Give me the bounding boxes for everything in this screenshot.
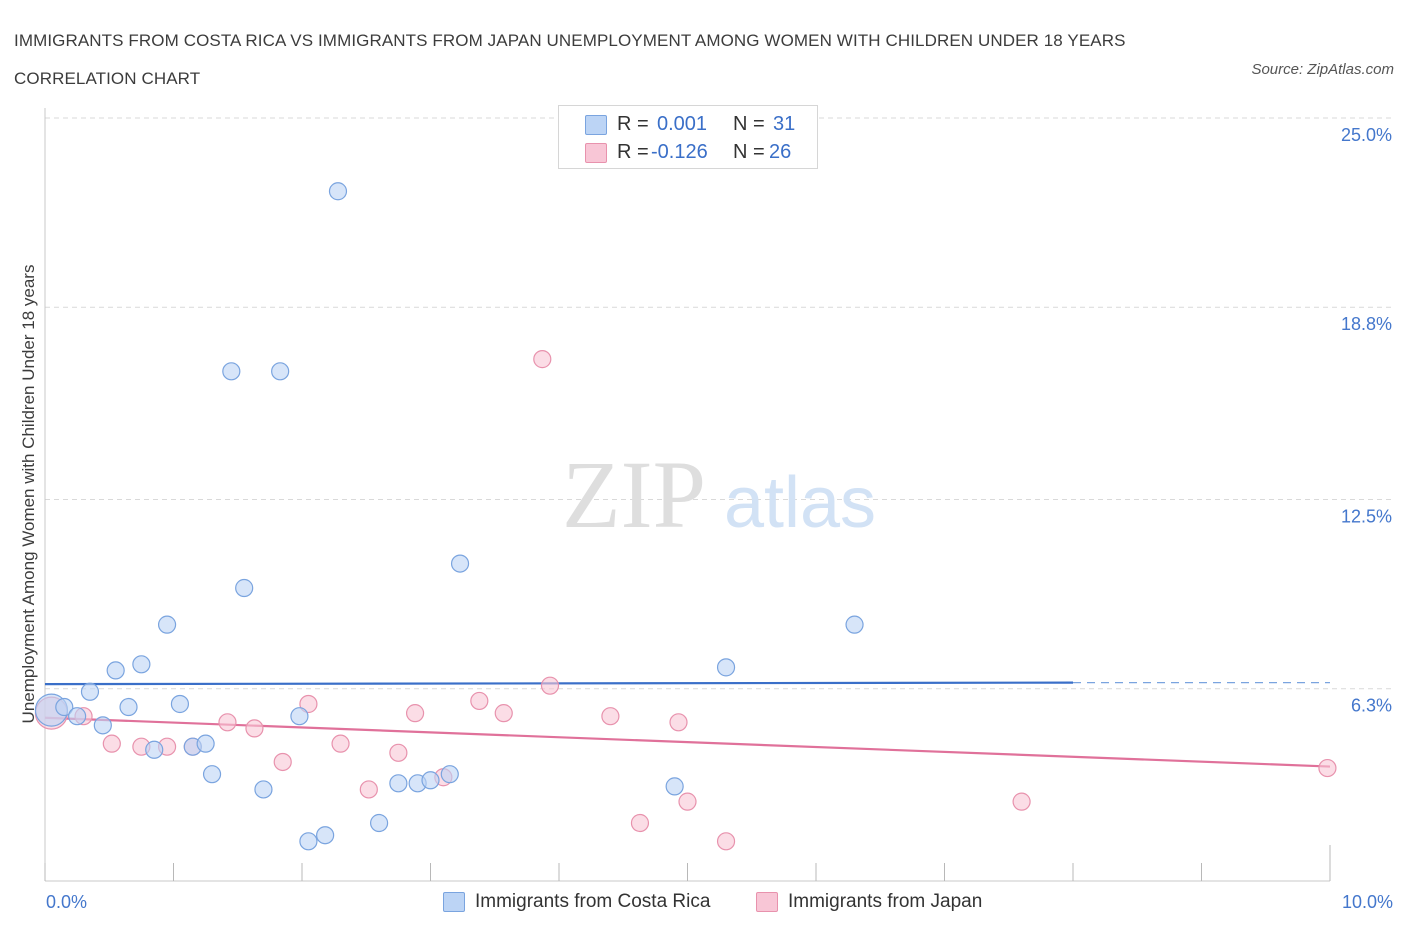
grid-lines <box>45 117 1392 690</box>
point-japan <box>669 713 688 732</box>
point-costa-rica <box>119 697 138 717</box>
watermark: ZIP atlas <box>562 441 876 548</box>
point-costa-rica <box>290 707 309 726</box>
point-costa-rica <box>328 182 348 201</box>
point-japan <box>716 832 736 851</box>
trend-lines <box>44 681 1331 768</box>
point-japan <box>389 743 408 762</box>
tick-labels: 6.3% 12.5% 18.8% 25.0% 0.0% 10.0% <box>46 125 1393 912</box>
point-costa-rica <box>370 813 389 833</box>
legend-r-label: R = <box>617 113 649 135</box>
point-costa-rica <box>716 658 736 677</box>
point-costa-rica <box>254 780 273 799</box>
trend-line-costa-rica <box>44 681 1074 686</box>
point-costa-rica <box>170 694 190 714</box>
point-japan <box>601 707 620 726</box>
legend-swatch-costa-rica <box>585 115 607 135</box>
point-japan <box>678 792 697 811</box>
y-tick-label: 25.0% <box>1341 125 1392 145</box>
point-japan <box>299 694 318 714</box>
legend-swatch-costa-rica <box>443 892 465 912</box>
legend-swatch-japan <box>585 143 607 163</box>
point-costa-rica <box>68 707 87 726</box>
point-japan <box>102 734 121 753</box>
y-tick-label: 12.5% <box>1341 507 1392 527</box>
chart-title: IMMIGRANTS FROM COSTA RICA VS IMMIGRANTS… <box>14 31 1126 88</box>
legend-label-japan: Immigrants from Japan <box>788 891 983 912</box>
point-japan <box>273 752 292 772</box>
point-japan <box>1012 792 1031 811</box>
legend-n-label: N = <box>733 113 765 135</box>
trend-line-japan <box>44 716 1331 768</box>
point-costa-rica <box>202 765 222 784</box>
axes <box>44 108 1331 882</box>
point-japan <box>630 813 650 833</box>
point-japan <box>1318 758 1337 778</box>
point-japan <box>245 719 264 738</box>
y-axis-label: Unemployment Among Women with Children U… <box>19 265 38 724</box>
source-label: Source: ZipAtlas.com <box>1251 61 1394 78</box>
correlation-legend: R = 0.001 N = 31 R = -0.126 N = 26 <box>558 105 818 169</box>
point-costa-rica <box>440 765 459 784</box>
legend-r-label: R = <box>617 141 649 163</box>
series-legend: Immigrants from Costa Rica Immigrants fr… <box>0 888 1406 918</box>
point-costa-rica <box>271 362 290 381</box>
point-costa-rica <box>421 771 440 790</box>
legend-n-value: 31 <box>773 113 796 135</box>
data-points <box>34 182 1337 851</box>
point-japan <box>359 780 378 799</box>
point-costa-rica <box>222 362 241 381</box>
watermark-zip: ZIP <box>562 441 706 548</box>
point-costa-rica <box>93 716 112 735</box>
legend-swatch-japan <box>756 892 778 912</box>
point-japan <box>540 676 560 695</box>
x-tick-label: 0.0% <box>46 892 87 912</box>
point-japan <box>533 350 552 369</box>
point-costa-rica <box>235 578 254 598</box>
legend-r-value: 0.001 <box>657 113 708 135</box>
point-costa-rica <box>665 777 684 796</box>
point-costa-rica <box>106 661 125 680</box>
point-costa-rica <box>132 655 151 674</box>
legend-label-costa-rica: Immigrants from Costa Rica <box>475 891 711 912</box>
point-costa-rica <box>157 615 177 634</box>
point-costa-rica <box>55 697 74 717</box>
point-costa-rica <box>845 615 864 634</box>
point-costa-rica <box>389 774 408 793</box>
point-costa-rica <box>145 740 164 759</box>
legend-r-value: -0.126 <box>651 141 708 163</box>
y-tick-label: 18.8% <box>1341 314 1392 334</box>
legend-n-label: N = <box>733 141 765 163</box>
point-japan <box>470 691 489 711</box>
x-tick-label: 10.0% <box>1342 892 1393 912</box>
legend-n-value: 26 <box>769 141 792 163</box>
watermark-atlas: atlas <box>724 463 876 543</box>
point-costa-rica <box>450 554 470 573</box>
point-costa-rica <box>299 832 318 851</box>
point-japan <box>405 704 425 723</box>
point-costa-rica <box>196 734 215 753</box>
point-japan <box>494 704 513 723</box>
y-tick-label: 6.3% <box>1351 696 1392 716</box>
point-costa-rica <box>80 682 100 701</box>
point-costa-rica <box>316 826 335 845</box>
point-japan <box>218 713 237 732</box>
point-japan <box>331 734 350 753</box>
